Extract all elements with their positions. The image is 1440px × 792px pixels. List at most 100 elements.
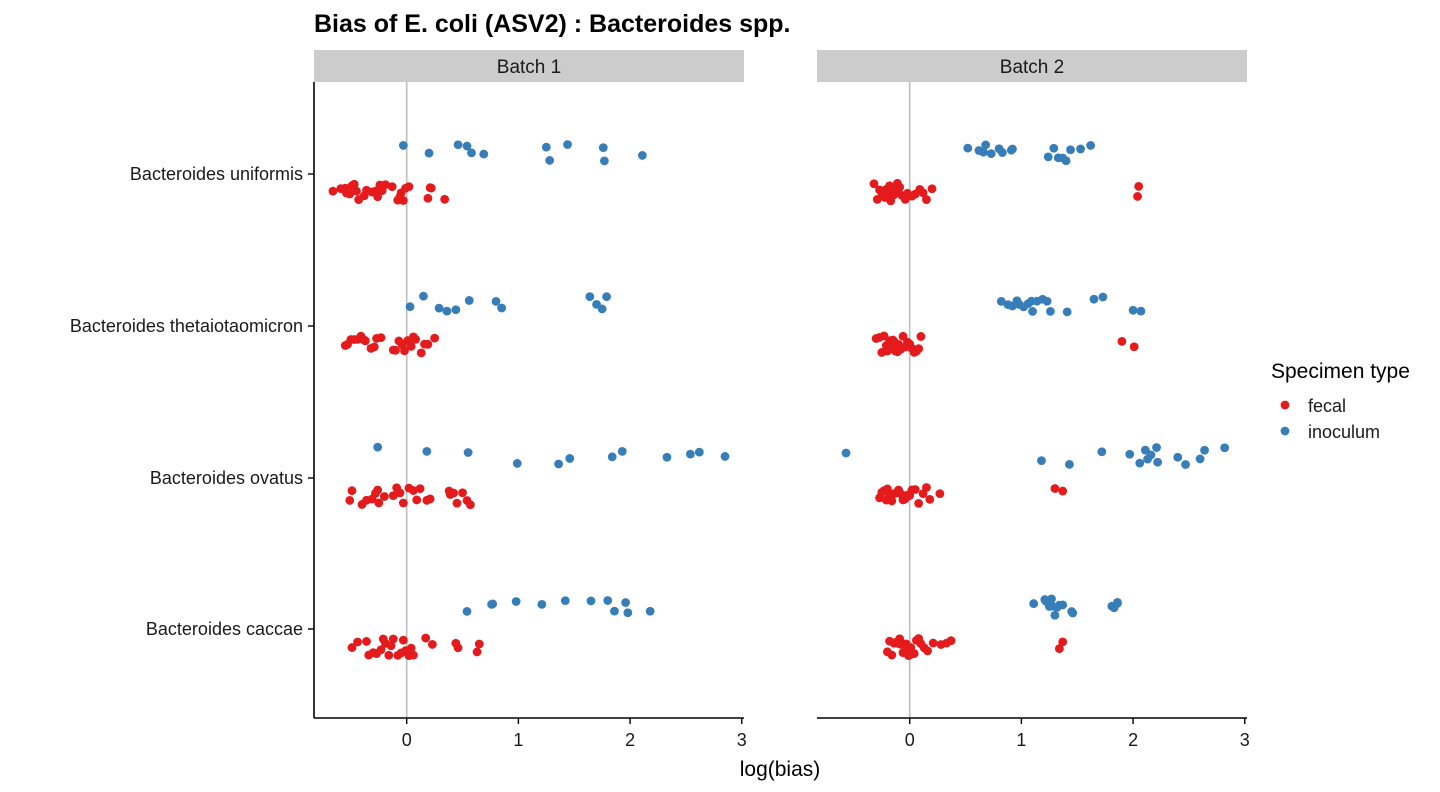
data-point — [404, 182, 414, 192]
data-point — [918, 188, 928, 198]
data-point — [381, 180, 390, 190]
data-point — [887, 650, 897, 660]
data-point — [423, 193, 433, 203]
facet-strip-label: Batch 2 — [1000, 57, 1064, 78]
data-point — [398, 635, 408, 645]
data-point — [328, 186, 338, 196]
data-point — [409, 486, 418, 495]
data-point — [1029, 599, 1039, 608]
data-point — [986, 149, 996, 159]
data-point — [922, 195, 931, 204]
data-point — [488, 599, 498, 609]
data-point — [895, 182, 905, 192]
data-point — [440, 194, 450, 204]
x-tick-label: 0 — [402, 730, 412, 750]
data-point — [563, 140, 572, 149]
data-point — [400, 346, 409, 356]
data-point — [916, 332, 926, 341]
data-point — [472, 647, 482, 657]
legend-title: Specimen type — [1271, 360, 1410, 383]
x-tick-label: 1 — [513, 730, 523, 750]
data-point — [1054, 644, 1064, 654]
data-point — [376, 333, 386, 343]
data-point — [1046, 306, 1055, 316]
data-point — [541, 142, 551, 152]
data-point — [423, 339, 433, 349]
data-point — [872, 195, 882, 204]
data-point — [474, 639, 484, 649]
data-point — [458, 488, 467, 498]
data-point — [360, 336, 370, 346]
data-point — [1049, 143, 1059, 153]
data-point — [1134, 181, 1144, 191]
data-point — [391, 345, 400, 355]
data-point — [406, 342, 416, 351]
data-point — [347, 643, 357, 652]
data-point — [560, 596, 570, 606]
chart-title: Bias of E. coli (ASV2) : Bacteroides spp… — [314, 10, 791, 38]
data-point — [353, 637, 362, 647]
data-point — [1113, 598, 1122, 608]
data-point — [479, 149, 489, 159]
data-point — [425, 494, 435, 504]
data-point — [1136, 306, 1146, 316]
data-point — [463, 448, 473, 457]
data-point — [909, 649, 919, 658]
data-point — [887, 496, 897, 506]
data-point — [373, 442, 383, 452]
facet-panels: Batch 1 0 1 2 3 Batch 2 0 1 2 3 — [314, 50, 1250, 750]
data-point — [1117, 337, 1127, 346]
data-point — [373, 192, 383, 202]
series-fecal — [328, 179, 484, 661]
data-point — [419, 291, 428, 301]
data-point — [1195, 454, 1205, 464]
y-tick-label: Bacteroides thetaiotaomicron — [70, 316, 303, 336]
data-point — [387, 182, 397, 192]
x-tick-label: 2 — [625, 730, 635, 750]
data-point — [405, 302, 415, 312]
data-point — [617, 446, 627, 456]
x-tick-label: 1 — [1016, 730, 1026, 750]
data-point — [373, 485, 383, 495]
facet-strip — [817, 50, 1247, 82]
data-point — [1062, 307, 1072, 317]
data-point — [497, 303, 507, 313]
data-point — [452, 498, 462, 508]
data-point — [467, 148, 476, 158]
data-point — [415, 484, 425, 494]
y-tick-label: Bacteroides uniformis — [130, 164, 303, 184]
data-point — [979, 147, 988, 157]
data-point — [453, 140, 463, 150]
data-point — [1125, 449, 1135, 459]
data-point — [645, 606, 655, 616]
data-point — [927, 184, 937, 194]
data-point — [585, 292, 595, 302]
data-point — [998, 148, 1007, 157]
data-point — [602, 292, 612, 302]
x-axis-title: log(bias) — [740, 758, 821, 781]
data-point — [1058, 637, 1068, 647]
data-point — [545, 156, 555, 165]
data-point — [384, 650, 394, 660]
data-point — [411, 334, 421, 344]
data-point — [981, 140, 991, 150]
data-point — [922, 483, 931, 492]
facet-panel-2: Batch 2 0 1 2 3 — [817, 50, 1250, 750]
legend-key-inoculum — [1280, 426, 1290, 436]
data-point — [935, 489, 945, 499]
x-tick-label: 3 — [1240, 730, 1250, 750]
data-point — [1173, 452, 1183, 462]
data-point — [386, 641, 396, 651]
data-point — [424, 148, 434, 158]
data-point — [603, 596, 613, 605]
data-point — [623, 608, 633, 618]
data-point — [1128, 305, 1138, 315]
data-point — [1220, 443, 1230, 453]
data-point — [1058, 600, 1068, 610]
data-point — [996, 296, 1006, 306]
data-point — [442, 306, 452, 316]
data-point — [369, 342, 379, 352]
data-point — [376, 645, 386, 655]
data-point — [511, 597, 521, 606]
